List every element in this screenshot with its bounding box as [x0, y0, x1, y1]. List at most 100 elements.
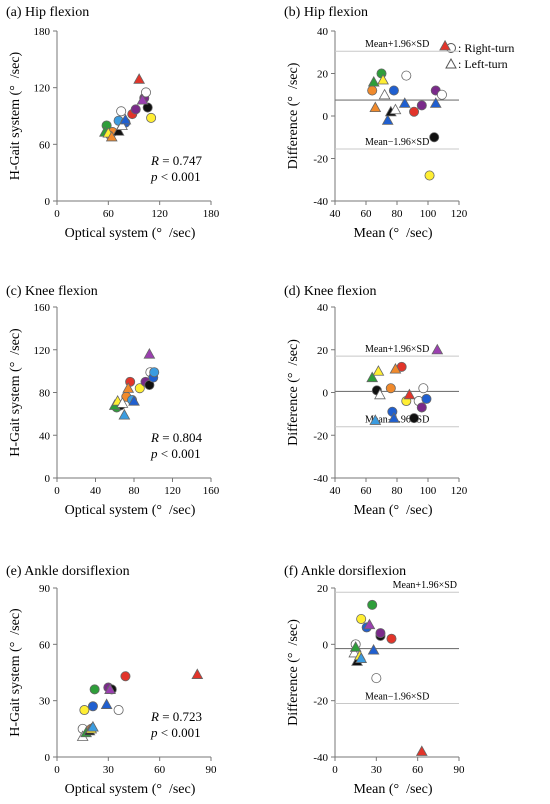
- x-tick-label: 100: [420, 208, 437, 220]
- data-point-triangle: [381, 114, 394, 125]
- x-axis-label: Optical system (° /sec): [65, 503, 196, 518]
- y-tick-label: 160: [34, 302, 51, 314]
- data-point-triangle: [191, 668, 204, 679]
- data-point-circle: [416, 402, 427, 413]
- x-tick-label: 60: [412, 764, 424, 776]
- data-point-triangle: [398, 97, 411, 108]
- panel-title: (f) Ankle dorsiflexion: [284, 564, 406, 579]
- data-point-triangle: [366, 371, 379, 383]
- x-tick-label: 90: [454, 764, 466, 776]
- x-axis-label: Mean (° /sec): [353, 782, 432, 797]
- data-point-triangle: [367, 75, 380, 87]
- data-point-triangle: [378, 88, 391, 100]
- y-tick-label: 120: [34, 345, 51, 357]
- y-tick-label: 20: [317, 69, 329, 81]
- x-tick-label: 60: [361, 485, 373, 497]
- data-point-triangle: [100, 698, 113, 709]
- chart-panel-d: (d) Knee flexion 40 60 80 100 120 -40 -20 0 20 40 M…: [284, 284, 468, 518]
- x-tick-label: 0: [54, 764, 60, 776]
- y-tick-label: 20: [317, 583, 329, 595]
- data-point-triangle: [104, 683, 116, 694]
- data-point-triangle: [87, 720, 99, 732]
- chart-panel-a: (a) Hip flexion 0 60 120 180 0 60 120 180 Optical…: [6, 5, 220, 241]
- legend-triangle-label: : Left-turn: [458, 57, 508, 71]
- data-point-triangle: [105, 130, 118, 142]
- data-point-triangle: [377, 73, 389, 85]
- x-tick-label: 40: [330, 208, 342, 220]
- data-point-circle: [367, 599, 378, 610]
- y-tick-label: 80: [39, 388, 51, 400]
- data-point-triangle: [348, 646, 361, 658]
- y-tick-label: 90: [39, 583, 51, 595]
- panel-title: (c) Knee flexion: [6, 284, 98, 299]
- y-tick-label: 0: [45, 752, 51, 764]
- x-axis-label: Mean (° /sec): [353, 503, 432, 518]
- data-point-triangle: [116, 397, 129, 408]
- y-tick-label: -20: [313, 154, 328, 166]
- upper-limit-label: Mean+1.96×SD: [365, 39, 429, 50]
- data-point-circle: [140, 87, 151, 98]
- chart-panel-f: (f) Ankle dorsiflexion 0 30 60 90 -40 -20 0 20 Me…: [284, 564, 465, 797]
- x-tick-label: 80: [392, 208, 404, 220]
- y-tick-label: 0: [323, 639, 329, 651]
- data-point-circle: [120, 671, 131, 682]
- legend-triangle-marker: [445, 57, 457, 69]
- correlation-r: R = 0.804: [150, 430, 203, 445]
- data-point-circle: [375, 628, 386, 639]
- data-point-circle: [356, 613, 367, 624]
- data-point-triangle: [369, 101, 382, 113]
- x-tick-label: 60: [103, 208, 115, 220]
- data-point-circle: [113, 705, 124, 716]
- chart-panel-e: (e) Ankle dorsiflexion 0 30 60 90 0 30 60 90 Opti…: [6, 564, 217, 797]
- lower-limit-label: Mean−1.96×SD: [365, 137, 429, 148]
- data-point-circle: [421, 393, 432, 404]
- y-axis-label: Difference (° /sec): [286, 619, 301, 726]
- data-point-circle: [134, 383, 145, 394]
- x-tick-label: 60: [361, 208, 373, 220]
- p-value: p < 0.001: [150, 725, 201, 740]
- data-point-triangle: [389, 103, 402, 115]
- y-axis-label: H-Gait system (° /sec): [8, 51, 23, 180]
- p-value: p < 0.001: [150, 446, 201, 461]
- data-point-circle: [388, 85, 399, 96]
- data-point-triangle: [374, 388, 386, 400]
- p-value: p < 0.001: [150, 169, 201, 184]
- data-point-circle: [371, 673, 382, 684]
- x-tick-label: 30: [371, 764, 383, 776]
- y-tick-label: -20: [313, 696, 328, 708]
- data-point-circle: [409, 413, 420, 424]
- y-tick-label: 60: [39, 139, 51, 151]
- data-point-triangle: [429, 97, 442, 108]
- x-tick-label: 160: [203, 485, 220, 497]
- data-point-triangle: [128, 395, 140, 406]
- x-tick-label: 90: [206, 764, 218, 776]
- x-tick-label: 120: [451, 208, 468, 220]
- x-tick-label: 40: [330, 485, 342, 497]
- data-point-triangle: [363, 618, 376, 630]
- y-tick-label: 0: [45, 473, 51, 485]
- x-tick-label: 100: [420, 485, 437, 497]
- data-point-triangle: [119, 113, 132, 125]
- y-tick-label: 40: [39, 430, 51, 442]
- data-point-circle: [386, 633, 397, 644]
- data-point-triangle: [112, 125, 125, 136]
- data-point-triangle: [439, 39, 451, 51]
- panel-title: (a) Hip flexion: [6, 5, 89, 20]
- x-tick-label: 120: [164, 485, 181, 497]
- y-tick-label: 0: [323, 388, 329, 400]
- data-point-triangle: [133, 73, 146, 84]
- data-point-circle: [146, 112, 157, 123]
- panel-title: (d) Knee flexion: [284, 284, 377, 299]
- x-axis-label: Mean (° /sec): [353, 226, 432, 241]
- x-tick-label: 30: [103, 764, 115, 776]
- data-point-triangle: [388, 412, 400, 423]
- data-point-circle: [367, 85, 378, 96]
- y-tick-label: 20: [317, 345, 329, 357]
- x-axis-label: Optical system (° /sec): [65, 226, 196, 241]
- chart-panel-b: (b) Hip flexion 40 60 80 100 120 -40 -20 0 20 40 Me…: [284, 5, 468, 241]
- data-point-triangle: [355, 652, 368, 663]
- data-point-circle: [149, 367, 160, 378]
- y-axis-label: Difference (° /sec): [286, 339, 301, 446]
- data-point-triangle: [372, 365, 385, 376]
